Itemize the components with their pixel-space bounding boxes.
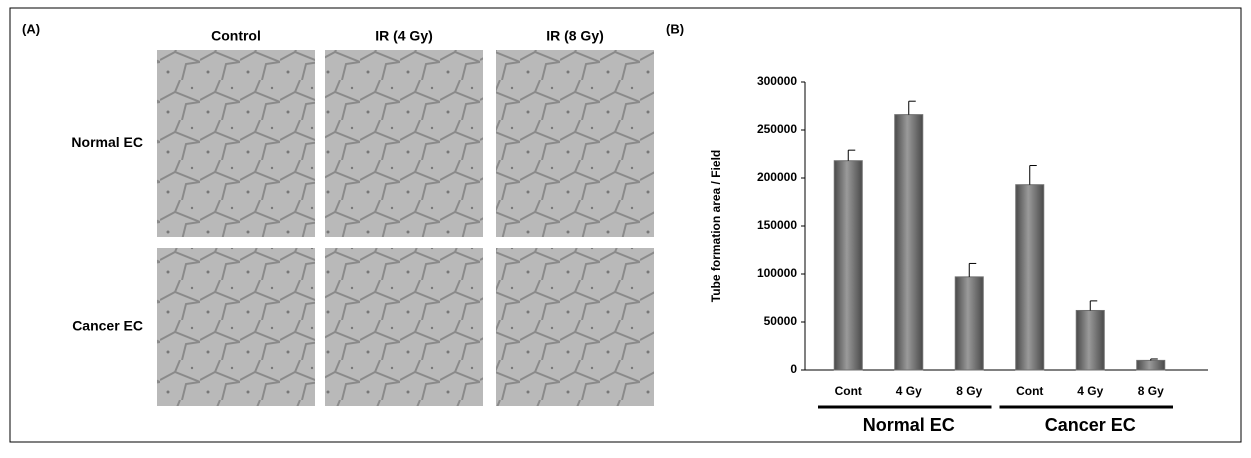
row-label: Cancer EC [72, 318, 143, 334]
x-tick-label: 8 Gy [956, 384, 982, 398]
micrograph [325, 248, 483, 406]
bar [1075, 309, 1105, 371]
row-label: Normal EC [71, 134, 143, 150]
micrograph [157, 50, 315, 237]
column-label: IR (4 Gy) [375, 28, 433, 44]
y-tick-label: 0 [790, 362, 797, 376]
y-tick-label: 300000 [757, 74, 797, 88]
x-tick-label: Cont [1016, 384, 1043, 398]
column-label: IR (8 Gy) [546, 28, 604, 44]
x-tick-label: Cont [835, 384, 862, 398]
group-label: Cancer EC [1045, 415, 1136, 435]
micrograph [496, 50, 654, 237]
bar [894, 114, 924, 371]
x-tick-label: 4 Gy [896, 384, 922, 398]
y-tick-label: 250000 [757, 122, 797, 136]
bar [1136, 359, 1166, 371]
column-label: Control [211, 28, 261, 44]
micrograph [157, 248, 315, 406]
y-tick-label: 100000 [757, 266, 797, 280]
bar [833, 160, 863, 371]
micrograph [325, 50, 483, 237]
y-tick-label: 50000 [764, 314, 798, 328]
frame [9, 7, 1242, 443]
y-tick-label: 150000 [757, 218, 797, 232]
panel-label: (B) [666, 21, 684, 36]
y-axis-label: Tube formation area / Field [709, 150, 723, 302]
bar [954, 276, 984, 371]
y-tick-label: 200000 [757, 170, 797, 184]
panel-label: (A) [22, 21, 40, 36]
x-tick-label: 4 Gy [1077, 384, 1103, 398]
x-tick-label: 8 Gy [1138, 384, 1164, 398]
group-label: Normal EC [863, 415, 955, 435]
bar [1015, 184, 1045, 371]
micrograph [496, 248, 654, 406]
